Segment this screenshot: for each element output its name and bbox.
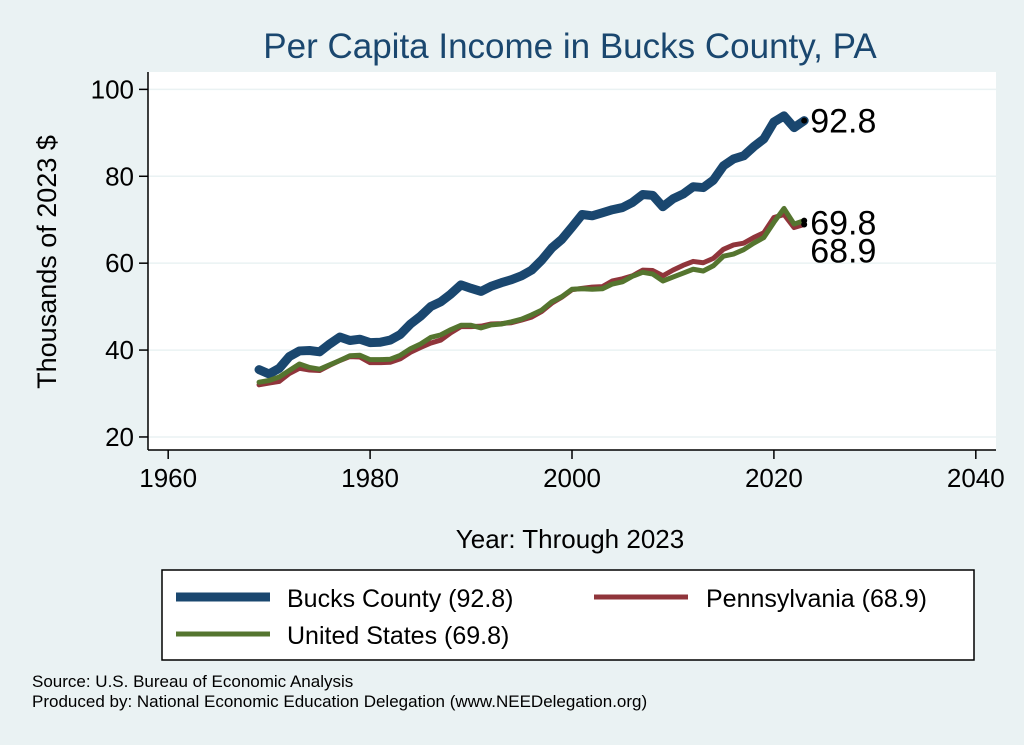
x-tick-label: 2040	[947, 463, 1005, 493]
end-point-united-states	[801, 217, 808, 224]
x-tick-label: 1960	[139, 463, 197, 493]
y-tick-label: 80	[105, 161, 134, 191]
footnotes: Source: U.S. Bureau of Economic Analysis…	[32, 672, 647, 712]
end-labels: 92.8 68.969.8	[801, 103, 876, 271]
x-tick-label: 2020	[745, 463, 803, 493]
x-tick-label: 1980	[341, 463, 399, 493]
y-tick-label: 100	[91, 74, 134, 104]
series-line-united-states	[256, 205, 807, 385]
end-label-united-states: 69.8	[810, 205, 876, 243]
legend-label-united-states: United States (69.8)	[287, 622, 509, 650]
legend: Bucks County (92.8) Pennsylvania (68.9) …	[161, 569, 975, 661]
gridlines	[148, 88, 996, 438]
y-tick-label: 60	[105, 248, 134, 278]
legend-label-bucks: Bucks County (92.8)	[287, 585, 514, 613]
x-tick-label: 2000	[543, 463, 601, 493]
series-line-bucks-county	[254, 111, 809, 379]
legend-label-pennsylvania: Pennsylvania (68.9)	[706, 585, 927, 613]
y-axis-label: Thousands of 2023 $	[32, 135, 62, 389]
end-label-pennsylvania: 68.9	[810, 233, 876, 271]
chart-title: Per Capita Income in Bucks County, PA	[263, 27, 877, 66]
source-note: Source: U.S. Bureau of Economic Analysis	[32, 672, 354, 691]
y-tick-label: 40	[105, 335, 134, 365]
y-tick-label: 20	[105, 422, 134, 452]
end-point-bucks-county	[801, 117, 808, 124]
plot-area	[148, 72, 996, 450]
x-axis-label: Year: Through 2023	[456, 524, 684, 554]
legend-box	[161, 569, 975, 661]
producer-note: Produced by: National Economic Education…	[32, 692, 648, 711]
series-lines	[254, 111, 809, 388]
end-label-bucks-county: 92.8	[810, 103, 876, 141]
